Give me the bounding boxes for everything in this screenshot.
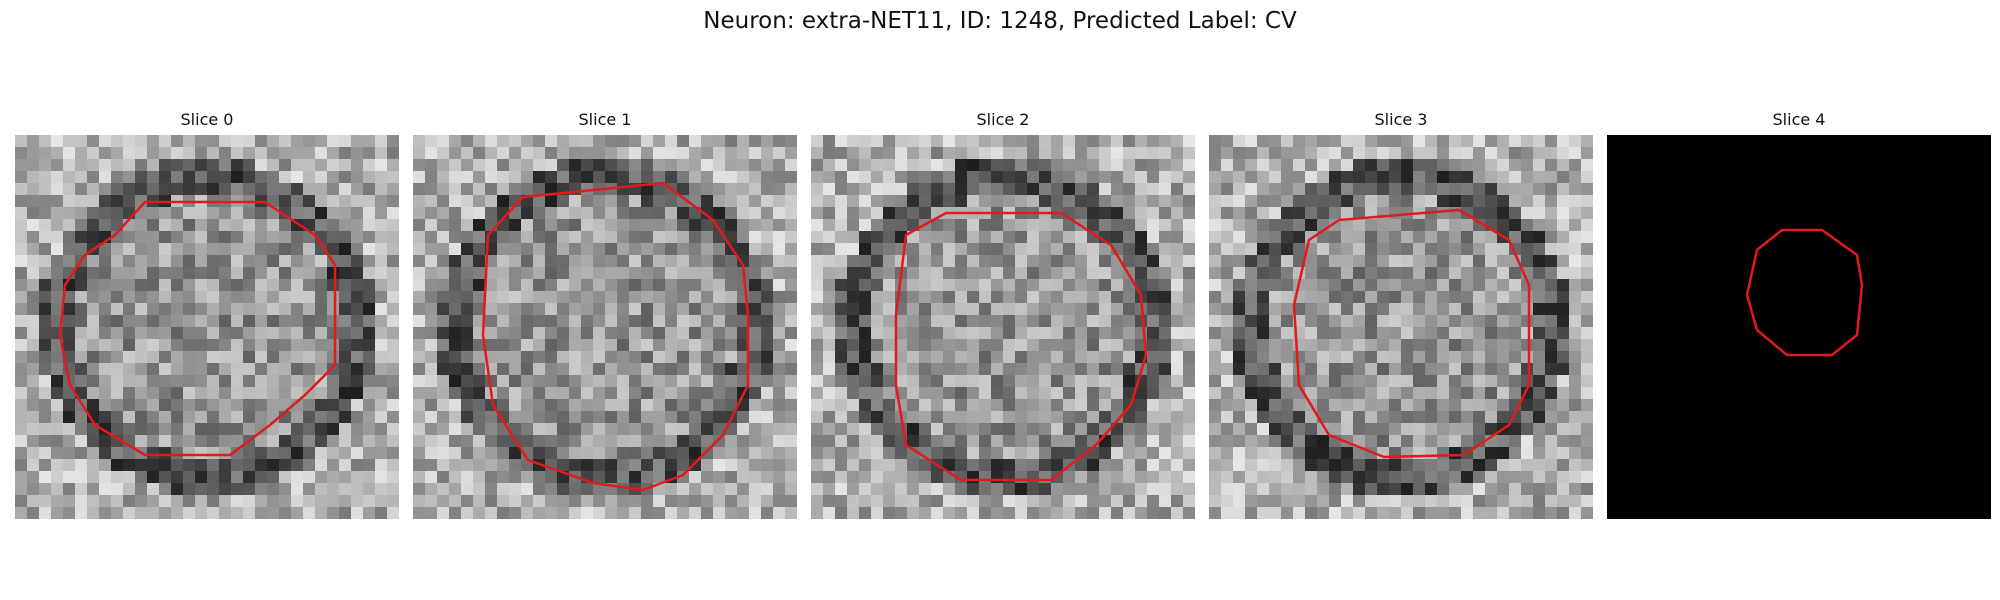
figure-title: Neuron: extra-NET11, ID: 1248, Predicted… — [703, 8, 1297, 34]
slice-panel-2: Slice 2 — [811, 105, 1195, 519]
slice-title: Slice 2 — [976, 110, 1030, 129]
segmentation-contour — [1745, 228, 1864, 357]
slice-image — [1209, 135, 1593, 519]
pixel-grid — [1209, 135, 1593, 519]
pixel-grid — [413, 135, 797, 519]
segmentation-contour — [58, 200, 337, 457]
slice-panel-0: Slice 0 — [15, 105, 399, 519]
segmentation-contour — [481, 181, 750, 492]
pixel-grid — [15, 135, 399, 519]
segmentation-contour — [1292, 208, 1531, 459]
slice-title: Slice 0 — [180, 110, 234, 129]
slice-panel-3: Slice 3 — [1209, 105, 1593, 519]
slice-image — [1607, 135, 1991, 519]
slice-panel-1: Slice 1 — [413, 105, 797, 519]
slice-image — [811, 135, 1195, 519]
slice-panel-4: Slice 4 — [1607, 105, 1991, 519]
slice-title: Slice 1 — [578, 110, 632, 129]
slice-title: Slice 4 — [1772, 110, 1826, 129]
pixel-grid — [811, 135, 1195, 519]
slice-image — [15, 135, 399, 519]
slice-background — [1607, 135, 1991, 519]
segmentation-contour — [894, 211, 1148, 482]
slice-image — [413, 135, 797, 519]
slice-title: Slice 3 — [1374, 110, 1428, 129]
